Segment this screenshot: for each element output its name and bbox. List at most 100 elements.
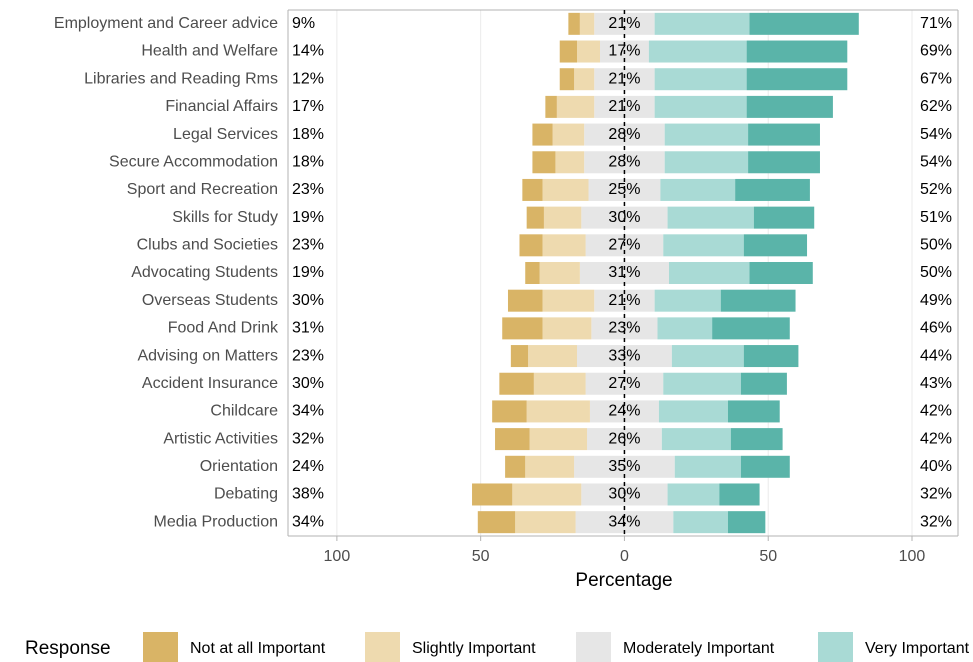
left-label: 9%: [292, 15, 315, 32]
center-label: 30%: [608, 486, 640, 503]
category-label: Orientation: [200, 458, 278, 475]
bar-segment: [559, 68, 575, 91]
category-label: Secure Accommodation: [109, 153, 278, 170]
bar-segment: [594, 12, 655, 35]
bar-segment: [727, 400, 780, 423]
x-tick-label: 0: [620, 548, 629, 565]
bar-segment: [587, 428, 662, 451]
bar-segment: [512, 483, 582, 506]
bar-segment: [591, 317, 658, 340]
category-label: Media Production: [153, 513, 278, 530]
bar-segment: [556, 95, 595, 118]
bar-segment: [740, 455, 790, 478]
center-label: 27%: [608, 375, 640, 392]
legend-key: [818, 632, 853, 662]
bar-segment: [748, 151, 820, 174]
right-label: 49%: [920, 292, 952, 309]
category-label: Clubs and Societies: [137, 237, 278, 254]
bar-segment: [495, 428, 530, 451]
bar-segment: [492, 400, 527, 423]
bar-segment: [743, 234, 808, 257]
bar-segment: [477, 511, 516, 534]
left-label: 18%: [292, 126, 324, 143]
right-label: 71%: [920, 15, 952, 32]
category-label: Sport and Recreation: [127, 181, 278, 198]
bar-segment: [543, 206, 582, 229]
left-label: 34%: [292, 403, 324, 420]
bar-segment: [740, 372, 787, 395]
legend-key: [576, 632, 611, 662]
bar-segment: [526, 400, 590, 423]
bar-segment: [657, 317, 713, 340]
left-label: 23%: [292, 237, 324, 254]
bar-segment: [594, 68, 655, 91]
right-label: 32%: [920, 486, 952, 503]
bar-segment: [532, 123, 553, 146]
category-label: Employment and Career advice: [54, 15, 278, 32]
x-axis-label: Percentage: [575, 570, 672, 591]
right-label: 42%: [920, 403, 952, 420]
right-label: 54%: [920, 126, 952, 143]
bar-segment: [749, 12, 859, 35]
bar-segment: [654, 12, 750, 35]
bar-segment: [505, 455, 526, 478]
left-label: 18%: [292, 153, 324, 170]
legend-label: Moderately Important: [623, 640, 775, 657]
right-label: 46%: [920, 320, 952, 337]
bar-segment: [712, 317, 790, 340]
left-label: 19%: [292, 209, 324, 226]
category-label: Food And Drink: [168, 320, 279, 337]
bar-segment: [499, 372, 534, 395]
bar-segment: [542, 317, 592, 340]
right-label: 43%: [920, 375, 952, 392]
bar-segment: [654, 289, 721, 312]
bar-segment: [579, 12, 595, 35]
x-tick-label: 50: [472, 548, 490, 565]
right-label: 52%: [920, 181, 952, 198]
bar-segment: [532, 151, 556, 174]
bar-segment: [472, 483, 513, 506]
right-label: 62%: [920, 98, 952, 115]
legend-label: Very Important: [865, 640, 970, 657]
center-label: 30%: [608, 209, 640, 226]
bar-segment: [727, 511, 766, 534]
bar-segment: [660, 178, 736, 201]
bar-segment: [542, 178, 589, 201]
bar-segment: [654, 95, 747, 118]
bar-segment: [522, 178, 543, 201]
legend-key: [143, 632, 178, 662]
right-label: 54%: [920, 153, 952, 170]
bar-segment: [664, 123, 749, 146]
bar-segment: [510, 345, 529, 368]
left-label: 17%: [292, 98, 324, 115]
category-label: Financial Affairs: [165, 98, 278, 115]
left-label: 12%: [292, 70, 324, 87]
bar-segment: [584, 123, 665, 146]
bar-segment: [555, 151, 585, 174]
bar-segment: [743, 345, 799, 368]
category-label: Advising on Matters: [137, 347, 278, 364]
bar-segment: [720, 289, 796, 312]
legend-label: Slightly Important: [412, 640, 536, 657]
bar-segment: [585, 372, 664, 395]
bar-segment: [529, 428, 588, 451]
bar-segment: [654, 68, 747, 91]
bar-segment: [746, 68, 848, 91]
center-label: 28%: [608, 126, 640, 143]
legend-label: Not at all Important: [190, 640, 326, 657]
category-label: Debating: [214, 486, 278, 503]
bar-segment: [581, 206, 668, 229]
bar-segment: [663, 234, 744, 257]
bar-segment: [749, 262, 813, 284]
bar-segment: [667, 206, 754, 229]
left-label: 24%: [292, 458, 324, 475]
center-label: 21%: [608, 70, 640, 87]
left-label: 30%: [292, 375, 324, 392]
bar-segment: [748, 123, 820, 146]
bar-segment: [515, 511, 576, 534]
bar-segment: [664, 151, 749, 174]
left-label: 23%: [292, 181, 324, 198]
bar-segment: [658, 400, 728, 423]
bar-segment: [667, 483, 720, 506]
